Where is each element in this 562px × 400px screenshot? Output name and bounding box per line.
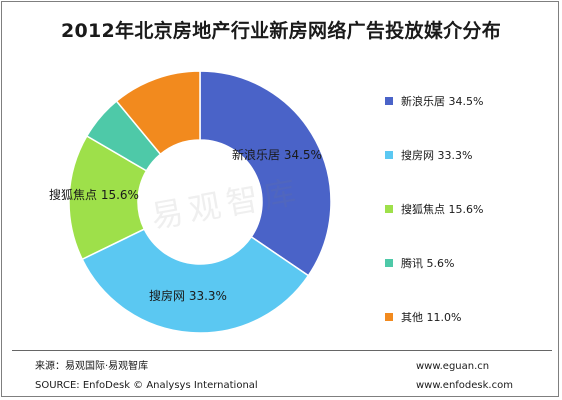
source-en: SOURCE: EnfoDesk © Analysys Internationa… <box>35 380 258 391</box>
slice-sina-leju <box>199 70 332 277</box>
slice-soufun <box>81 228 310 334</box>
footer-divider <box>12 350 552 351</box>
legend-swatch <box>385 313 393 321</box>
legend-label: 腾讯 5.6% <box>401 257 455 270</box>
legend-item-tencent: 腾讯 5.6% <box>385 256 454 272</box>
url-eguan[interactable]: www.eguan.cn <box>416 361 490 372</box>
legend-swatch <box>385 259 393 267</box>
footer-source: 来源：易观国际·易观智库 SOURCE: EnfoDesk © Analysys… <box>35 357 258 395</box>
legend-item-soufun: 搜房网 33.3% <box>385 148 472 164</box>
legend-swatch <box>385 205 393 213</box>
legend-swatch <box>385 151 393 159</box>
legend-label: 新浪乐居 34.5% <box>401 95 484 108</box>
legend-label: 搜房网 33.3% <box>401 149 473 162</box>
slice-label-sohu-focus: 搜狐焦点 15.6% <box>49 187 139 202</box>
donut-chart: 新浪乐居 34.5% 搜房网 33.3% 搜狐焦点 15.6% <box>49 70 332 334</box>
footer-urls: www.eguan.cn www.enfodesk.com <box>416 357 513 395</box>
legend-swatch <box>385 97 393 105</box>
slice-other <box>115 70 201 156</box>
legend-item-other: 其他 11.0% <box>385 310 461 326</box>
url-enfodesk[interactable]: www.enfodesk.com <box>416 380 513 391</box>
legend-label: 搜狐焦点 15.6% <box>401 203 484 216</box>
legend-item-sohu-focus: 搜狐焦点 15.6% <box>385 202 483 218</box>
source-cn: 来源：易观国际·易观智库 <box>35 361 149 372</box>
slice-label-soufun: 搜房网 33.3% <box>149 288 227 303</box>
legend-item-sina-leju: 新浪乐居 34.5% <box>385 94 483 110</box>
legend-label: 其他 11.0% <box>401 311 462 324</box>
chart-title: 2012年北京房地产行业新房网络广告投放媒介分布 <box>60 20 502 42</box>
slice-label-sina-leju: 新浪乐居 34.5% <box>232 147 322 162</box>
